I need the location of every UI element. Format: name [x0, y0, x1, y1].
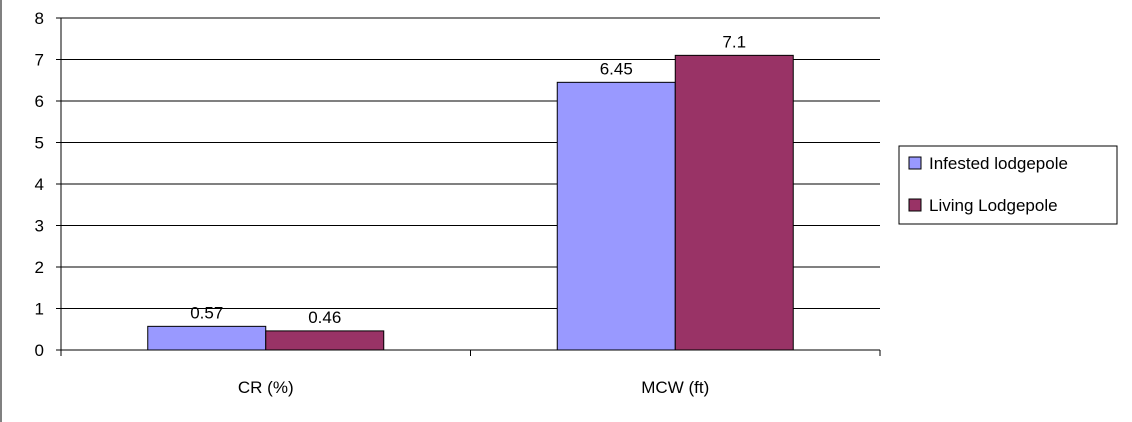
data-labels: 0.57 0.46 6.45 7.1 — [190, 32, 746, 327]
y-tick-label-5: 5 — [35, 134, 44, 153]
y-axis-ticks: 0 1 2 3 4 5 6 7 8 — [35, 9, 61, 360]
legend: Infested lodgepole Living Lodgepole — [898, 145, 1118, 225]
bar-living-1 — [674, 54, 794, 351]
bar-infested-1 — [556, 81, 676, 351]
category-label-0: CR (%) — [238, 378, 294, 397]
y-tick-label-3: 3 — [35, 217, 44, 236]
data-label-infested-0: 0.57 — [190, 303, 223, 322]
data-label-living-1: 7.1 — [722, 32, 746, 51]
bar-series — [147, 54, 794, 351]
legend-swatch-living — [908, 198, 922, 212]
legend-box — [898, 145, 1118, 225]
legend-label-infested: Infested lodgepole — [929, 154, 1068, 173]
y-tick-label-6: 6 — [35, 92, 44, 111]
x-axis-ticks: CR (%) MCW (ft) — [60, 350, 881, 397]
data-label-infested-1: 6.45 — [600, 59, 633, 78]
bar-infested-0 — [147, 325, 267, 351]
legend-label-living: Living Lodgepole — [929, 196, 1058, 215]
y-tick-label-2: 2 — [35, 258, 44, 277]
category-label-1: MCW (ft) — [641, 378, 709, 397]
y-tick-label-8: 8 — [35, 9, 44, 28]
y-tick-label-4: 4 — [35, 175, 44, 194]
y-tick-label-7: 7 — [35, 51, 44, 70]
legend-swatch-infested — [908, 156, 922, 170]
y-tick-label-1: 1 — [35, 300, 44, 319]
bar-living-0 — [265, 330, 385, 351]
y-tick-label-0: 0 — [35, 341, 44, 360]
data-label-living-0: 0.46 — [308, 308, 341, 327]
